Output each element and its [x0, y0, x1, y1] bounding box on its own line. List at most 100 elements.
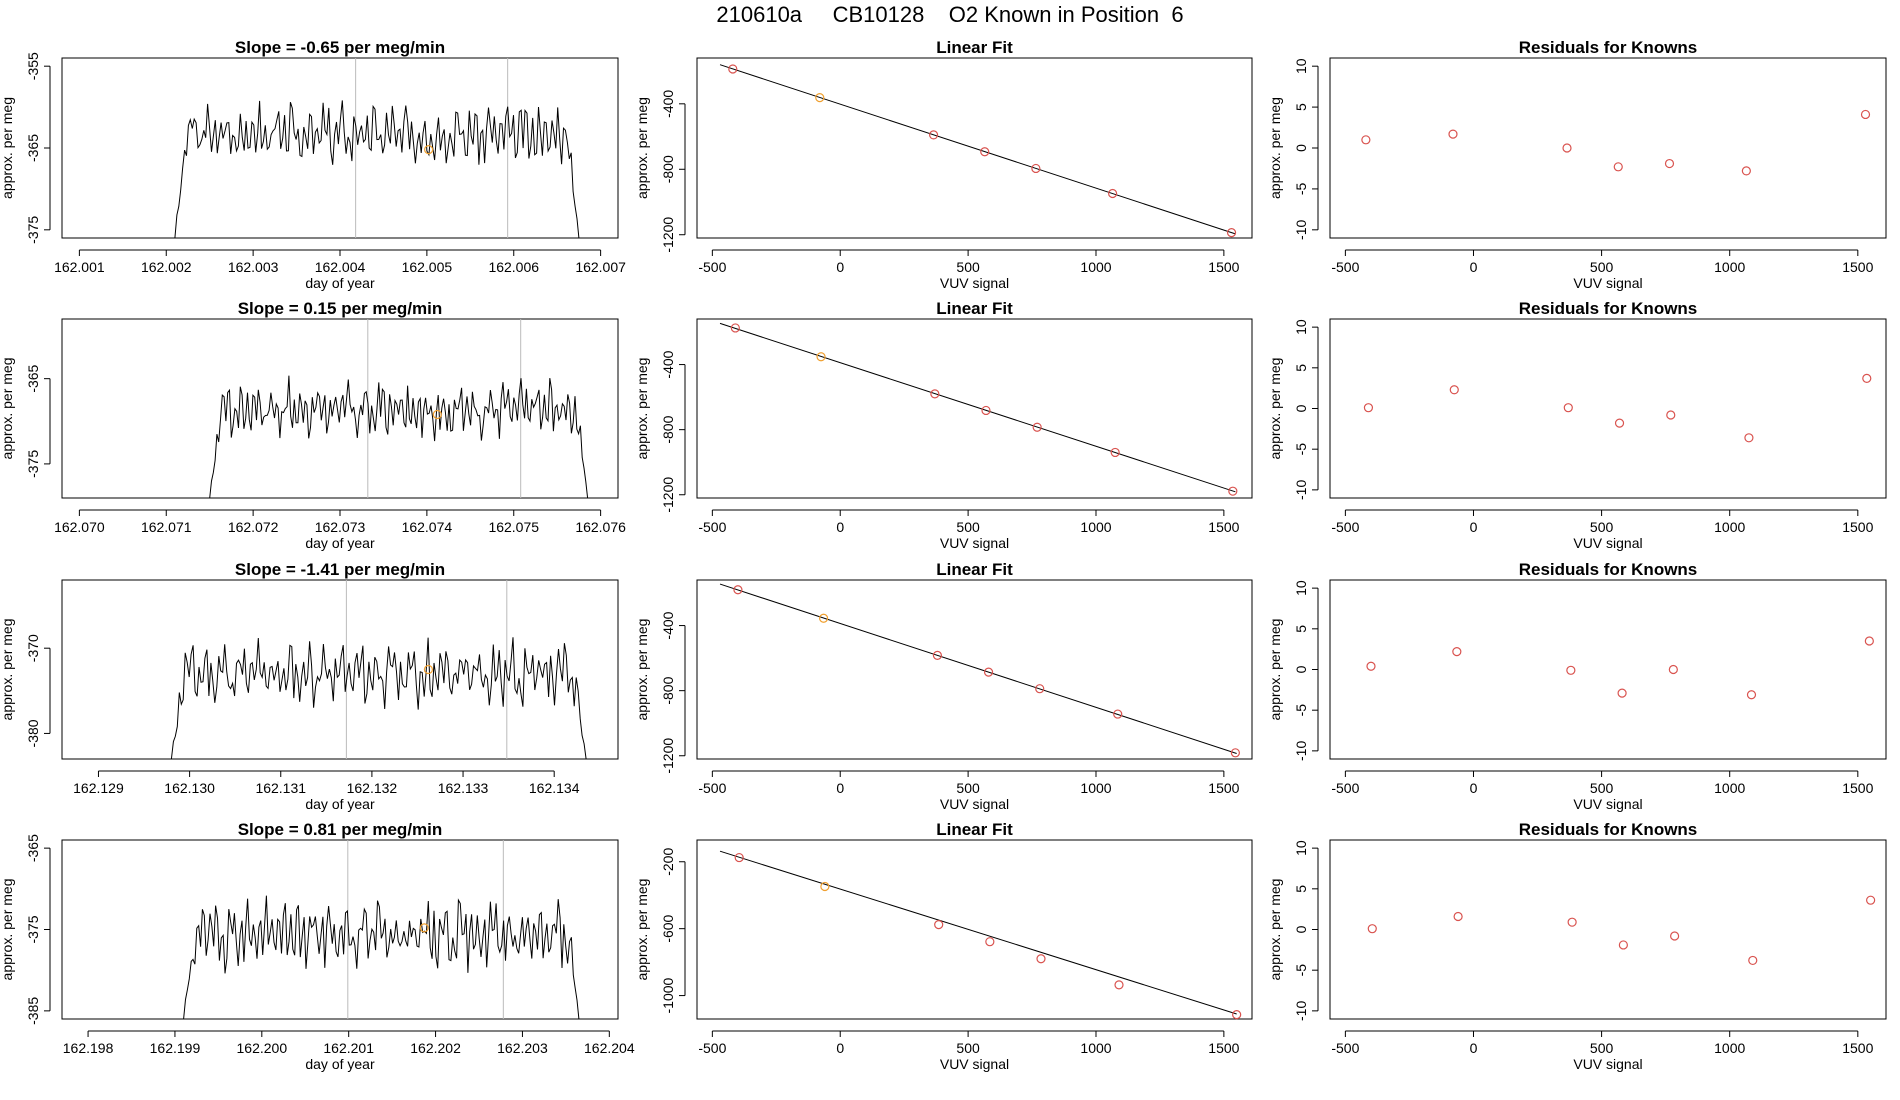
x-axis-label: day of year	[305, 796, 375, 812]
x-tick-label: 162.134	[529, 780, 580, 796]
y-tick-label: -365	[25, 364, 41, 392]
y-tick-label: -1200	[660, 738, 676, 774]
plot-frame	[61, 839, 619, 1020]
x-tick-label: 1500	[1208, 1040, 1239, 1056]
x-tick-label: 1500	[1208, 780, 1239, 796]
plot-frame	[1329, 839, 1887, 1020]
x-tick-label: -500	[1331, 1040, 1359, 1056]
plot-frame	[61, 57, 619, 239]
y-tick-label: 5	[1293, 625, 1309, 633]
x-tick-label: 1000	[1714, 519, 1745, 535]
plot-title: Linear Fit	[936, 38, 1013, 57]
x-tick-label: 1000	[1714, 259, 1745, 275]
plot-frame	[696, 57, 1253, 239]
x-tick-label: 1500	[1842, 259, 1873, 275]
x-tick-label: 162.199	[150, 1040, 201, 1056]
data-point	[934, 920, 944, 930]
x-tick-label: 162.132	[347, 780, 398, 796]
y-tick-label: -1200	[660, 217, 676, 253]
x-tick-label: 1000	[1080, 1040, 1111, 1056]
y-axis-label: approx. per meg	[634, 97, 650, 199]
data-point	[1361, 135, 1371, 145]
y-tick-label: 10	[1293, 58, 1309, 74]
data-point	[1566, 665, 1576, 675]
y-tick-label: -400	[660, 611, 676, 639]
data-point	[1562, 143, 1572, 153]
y-tick-label: -370	[25, 634, 41, 662]
x-tick-label: 0	[1470, 259, 1478, 275]
plot-title: Linear Fit	[936, 560, 1013, 579]
y-tick-label: -10	[1293, 1001, 1309, 1021]
x-tick-label: 0	[836, 259, 844, 275]
x-tick-label: 162.200	[237, 1040, 288, 1056]
x-tick-label: 1500	[1842, 780, 1873, 796]
x-tick-label: 500	[1590, 519, 1614, 535]
x-tick-label: 1500	[1842, 1040, 1873, 1056]
plot-frame	[1329, 579, 1887, 760]
x-tick-label: 1000	[1080, 259, 1111, 275]
fit-line	[719, 322, 1236, 493]
plot-title: Slope = 0.15 per meg/min	[238, 299, 443, 318]
x-tick-label: 0	[836, 519, 844, 535]
plot-frame	[696, 579, 1253, 760]
data-point	[981, 405, 991, 416]
y-tick-label: 10	[1293, 319, 1309, 335]
data-point	[1452, 646, 1462, 657]
data-point	[734, 852, 744, 863]
plot-frame	[1329, 318, 1887, 499]
x-tick-label: 162.202	[410, 1040, 461, 1056]
plot-title: Slope = -1.41 per meg/min	[235, 560, 445, 579]
x-tick-label: 500	[1590, 259, 1614, 275]
data-point	[1366, 661, 1376, 671]
x-tick-label: 162.130	[164, 780, 215, 796]
y-tick-label: 5	[1293, 364, 1309, 372]
y-tick-label: 10	[1293, 580, 1309, 596]
known-point-marker	[419, 923, 429, 933]
data-point	[1613, 162, 1623, 172]
x-tick-label: 1500	[1842, 519, 1873, 535]
plot-frame	[696, 839, 1253, 1020]
plot-frame	[696, 318, 1253, 499]
x-tick-label: -500	[1331, 259, 1359, 275]
page-title: 210610a CB10128 O2 Known in Position 6	[716, 2, 1184, 27]
data-point	[1618, 940, 1628, 950]
y-tick-label: -10	[1293, 219, 1309, 239]
plot-title: Linear Fit	[936, 820, 1013, 839]
y-axis-label: approx. per meg	[634, 879, 650, 981]
data-point	[733, 585, 743, 595]
data-point	[1449, 385, 1459, 395]
x-tick-label: 500	[956, 519, 980, 535]
data-point	[928, 130, 939, 140]
y-axis-label: approx. per meg	[1267, 358, 1283, 460]
x-axis-label: day of year	[305, 535, 375, 551]
x-tick-label: 500	[1590, 1040, 1614, 1056]
x-tick-label: 162.076	[575, 519, 626, 535]
data-point	[983, 667, 994, 677]
y-tick-label: 5	[1293, 103, 1309, 111]
known-point-marker	[432, 409, 442, 420]
y-tick-label: -375	[25, 216, 41, 244]
y-tick-label: -380	[25, 719, 41, 747]
y-tick-label: -385	[25, 997, 41, 1025]
known-point-marker	[424, 145, 434, 155]
data-point	[1110, 447, 1120, 458]
x-tick-label: 162.129	[73, 780, 124, 796]
data-point	[1031, 163, 1041, 174]
x-tick-label: -500	[1331, 780, 1359, 796]
y-tick-label: -400	[660, 350, 676, 378]
y-tick-label: 0	[1293, 925, 1309, 933]
x-tick-label: 162.004	[315, 259, 366, 275]
y-tick-label: -600	[660, 914, 676, 942]
data-point	[1567, 917, 1577, 927]
y-tick-label: -5	[1293, 443, 1309, 456]
x-tick-label: 1000	[1714, 1040, 1745, 1056]
y-axis-label: approx. per meg	[634, 619, 650, 721]
signal-trace-line	[200, 375, 589, 498]
y-axis-label: approx. per meg	[0, 619, 15, 721]
plot-title: Residuals for Knowns	[1519, 38, 1698, 57]
plot-frame	[1329, 57, 1887, 239]
x-tick-label: 162.075	[488, 519, 539, 535]
data-point	[980, 147, 990, 157]
x-axis-label: VUV signal	[940, 1056, 1009, 1072]
